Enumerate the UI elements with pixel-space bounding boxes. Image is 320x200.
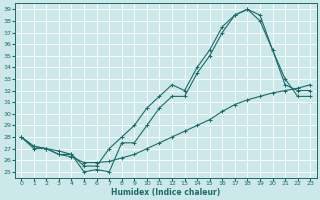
X-axis label: Humidex (Indice chaleur): Humidex (Indice chaleur): [111, 188, 220, 197]
